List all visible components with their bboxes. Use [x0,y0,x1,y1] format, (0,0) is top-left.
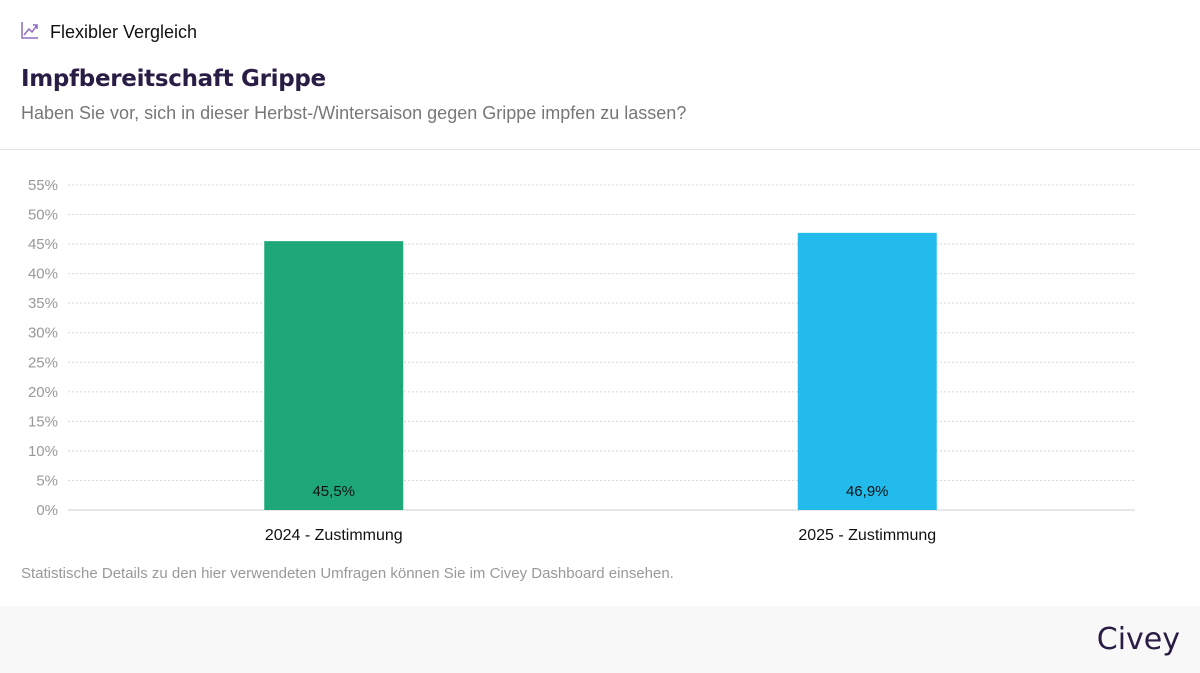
y-tick-label: 5% [36,472,58,489]
divider [0,149,1200,150]
bar [797,232,937,510]
y-tick-label: 35% [28,295,58,312]
y-tick-label: 25% [28,354,58,371]
y-tick-label: 15% [28,413,58,430]
y-tick-label: 30% [28,325,58,342]
y-tick-label: 0% [36,502,58,519]
y-tick-label: 45% [28,236,58,253]
chart-subtitle: Haben Sie vor, sich in dieser Herbst-/Wi… [21,103,687,123]
header-label: Flexibler Vergleich [50,22,198,42]
footer: Civey [0,606,1200,673]
x-category-label: 2024 - Zustimmung [265,527,403,544]
civey-logo[interactable]: Civey [1096,622,1180,657]
bar-value-label: 46,9% [846,483,889,500]
chart-title: Impfbereitschaft Grippe [21,66,326,92]
x-category-label: 2025 - Zustimmung [798,527,936,544]
y-tick-label: 40% [28,266,58,283]
bar-value-label: 45,5% [312,483,355,500]
y-tick-label: 55% [28,177,58,194]
y-tick-label: 50% [28,207,58,224]
y-tick-label: 20% [28,384,58,401]
bar-chart: 0% 5% 10% 15% 20% 25% 30% 35% 40% 45% 50% 55% 45,5% 2… [28,177,1135,544]
bar [264,241,404,510]
y-tick-label: 10% [28,443,58,460]
footnote: Statistische Details zu den hier verwend… [21,565,674,582]
trend-chart-icon [20,20,40,45]
chart-type-header: Flexibler Vergleich [20,20,197,45]
